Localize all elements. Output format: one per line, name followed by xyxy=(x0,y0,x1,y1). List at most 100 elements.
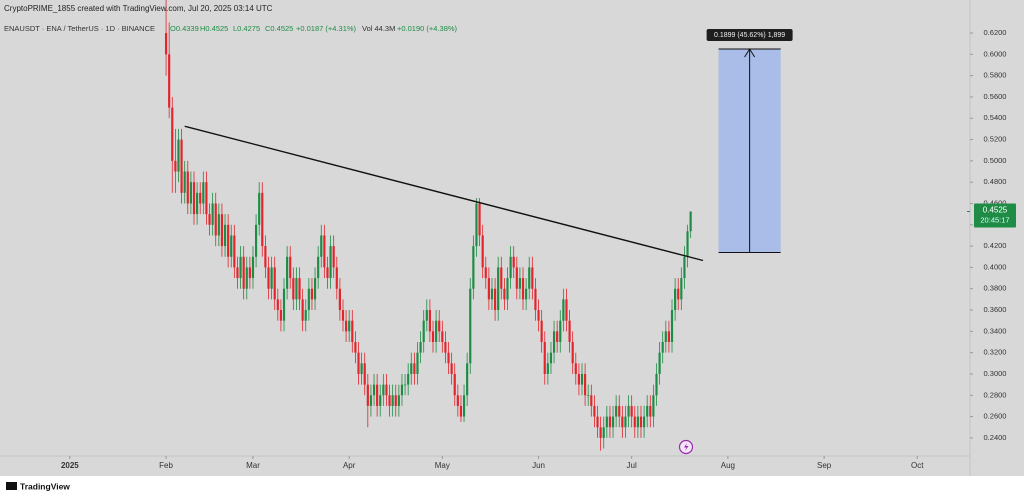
candle-body xyxy=(447,352,450,364)
x-tick-label: Feb xyxy=(159,461,173,470)
candle-body xyxy=(481,235,484,268)
x-tick-label: 2025 xyxy=(61,461,79,470)
candle-body xyxy=(475,203,478,247)
ohlc-low: L0.4275 xyxy=(233,24,260,33)
brand: TradingView xyxy=(20,481,70,491)
candle-body xyxy=(363,363,366,385)
candle-body xyxy=(326,267,329,279)
measure-label-bg xyxy=(706,29,793,42)
candle-body xyxy=(518,278,522,289)
candle-body xyxy=(242,256,245,289)
candle-body xyxy=(348,320,351,332)
candle-body xyxy=(525,288,528,300)
y-tick-label: 0.6200 xyxy=(984,28,1007,37)
y-tick-label: 0.3400 xyxy=(984,326,1007,335)
candle-body xyxy=(615,405,618,417)
candle-body xyxy=(192,182,196,215)
candle-body xyxy=(227,224,230,257)
footer-background xyxy=(0,476,1024,497)
candle-body xyxy=(649,405,652,417)
plot-area xyxy=(164,0,781,451)
ohlc-high: H0.4525 xyxy=(200,24,228,33)
candle-body xyxy=(372,384,376,396)
x-tick-label: Jul xyxy=(627,461,637,470)
chart-background xyxy=(0,0,1024,476)
candle-body xyxy=(171,107,174,161)
candle-body xyxy=(658,352,661,374)
ohlc-change: +0.0187 (+4.31%) xyxy=(296,24,357,33)
candle-body xyxy=(264,246,267,268)
candle-body xyxy=(431,331,435,342)
y-tick-label: 0.5800 xyxy=(984,71,1007,80)
candle-body xyxy=(279,310,282,321)
y-tick-label: 0.5600 xyxy=(984,92,1007,101)
candle-body xyxy=(341,310,345,321)
candle-body xyxy=(320,235,323,257)
candle-body xyxy=(506,278,509,300)
candle-body xyxy=(313,278,317,300)
candle-body xyxy=(646,405,649,417)
y-tick-label: 0.4200 xyxy=(984,241,1007,250)
candle-body xyxy=(478,203,481,236)
candle-body xyxy=(596,416,599,428)
symbol-legend: ENAUSDT · ENA / TetherUS · 1D · BINANCE … xyxy=(4,24,458,33)
candle-body xyxy=(605,416,608,428)
y-tick-label: 0.5200 xyxy=(984,135,1007,144)
candle-body xyxy=(366,384,369,406)
y-tick-label: 0.2600 xyxy=(984,412,1007,421)
candle-body xyxy=(174,160,177,172)
candle-body xyxy=(248,267,251,279)
candle-body xyxy=(494,288,497,311)
y-tick-label: 0.5000 xyxy=(984,156,1007,165)
candle-body xyxy=(500,267,503,289)
candle-body xyxy=(217,214,220,236)
ohlc-close: C0.4525 xyxy=(265,24,293,33)
candle-body xyxy=(276,299,279,311)
candle-body xyxy=(397,395,400,406)
candle-body xyxy=(674,288,677,311)
candle-body xyxy=(292,278,295,300)
candle-body xyxy=(391,395,394,406)
x-tick-label: Jun xyxy=(532,461,545,470)
candle-body xyxy=(633,416,636,428)
candle-body xyxy=(490,288,494,300)
candle-body xyxy=(466,363,469,396)
volume-change: +0.0190 (+4.38%) xyxy=(397,24,458,33)
candle-body xyxy=(484,267,487,279)
candle-body xyxy=(528,267,531,289)
candle-body xyxy=(587,395,590,397)
candle-body xyxy=(462,395,466,417)
candle-body xyxy=(655,373,658,396)
measure-arrowhead xyxy=(744,48,756,58)
x-tick-label: Aug xyxy=(721,461,735,470)
candle-body xyxy=(168,54,171,108)
candle-body xyxy=(456,395,459,406)
candle-body xyxy=(556,331,559,342)
candle-body xyxy=(323,235,326,268)
last-price-tag xyxy=(974,203,1016,228)
candle-body xyxy=(608,416,612,428)
candle-body xyxy=(624,416,627,428)
candle-body xyxy=(627,405,630,417)
candle-body xyxy=(261,192,264,247)
candle-body xyxy=(531,267,534,289)
candle-body xyxy=(428,310,431,332)
x-tick-label: Oct xyxy=(911,461,924,470)
y-tick-label: 0.2800 xyxy=(984,390,1007,399)
candle-body xyxy=(382,384,385,396)
candle-body xyxy=(546,363,549,374)
candle-body xyxy=(689,211,692,232)
x-tick-label: May xyxy=(435,461,450,470)
candle-body xyxy=(270,267,273,289)
candle-body xyxy=(310,288,314,300)
candle-body xyxy=(661,342,664,353)
candle-body xyxy=(223,224,227,247)
candle-body xyxy=(357,352,360,374)
candle-body xyxy=(332,246,335,268)
candle-body xyxy=(394,395,397,406)
candle-body xyxy=(574,363,577,374)
candle-body xyxy=(208,214,211,225)
candle-body xyxy=(515,267,518,289)
candle-body xyxy=(497,267,500,311)
